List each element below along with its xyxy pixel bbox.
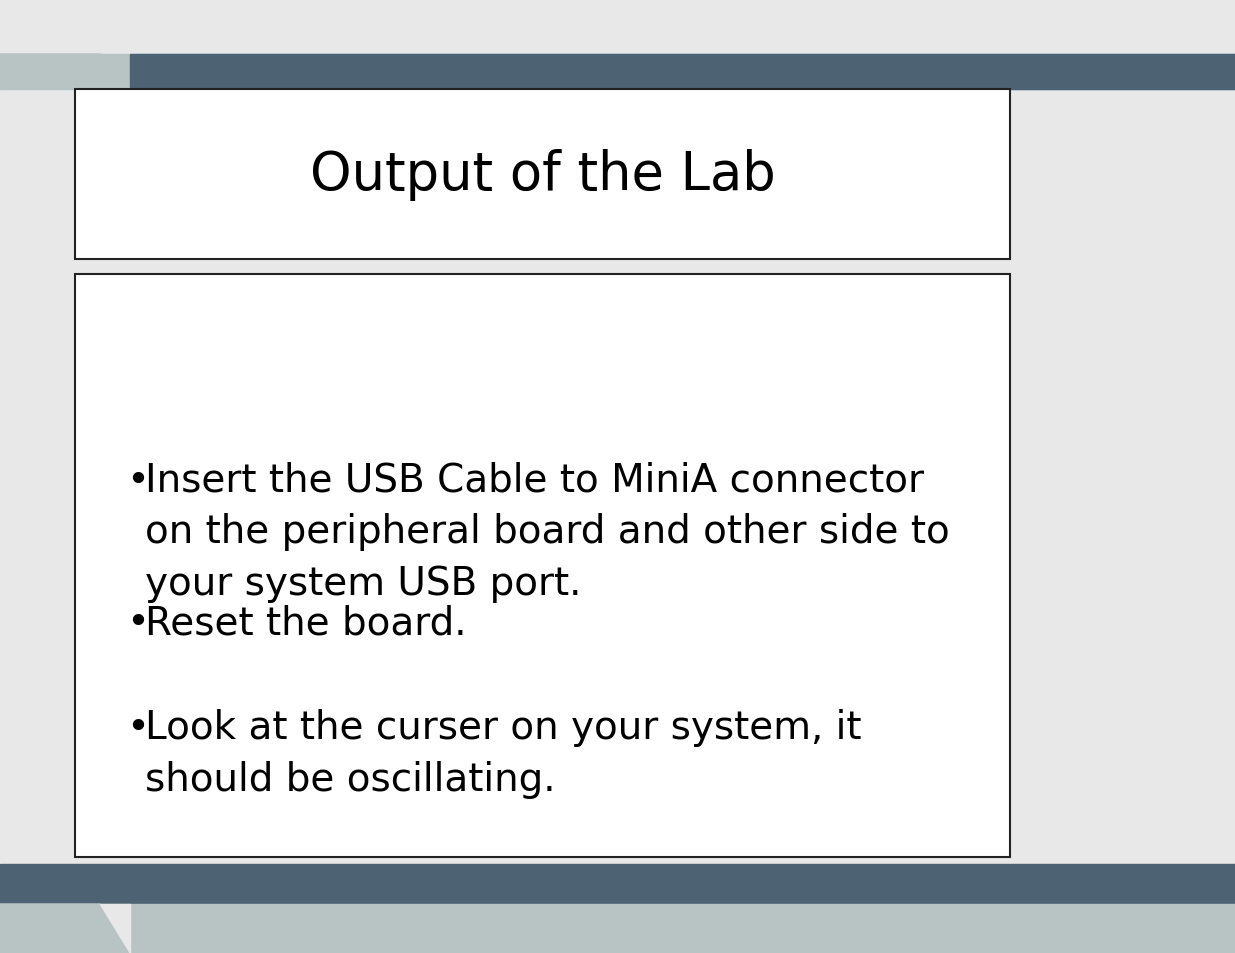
Bar [0,904,1235,953]
Bar [130,55,1235,90]
Text: Look at the curser on your system, it
should be oscillating.: Look at the curser on your system, it sh… [146,709,862,798]
Bar [75,274,1010,857]
Text: •: • [126,709,149,746]
Polygon shape [0,55,130,90]
Bar [75,90,1010,260]
Bar [0,864,1235,904]
Text: Reset the board.: Reset the board. [146,604,467,641]
Bar [0,55,1235,90]
Text: Insert the USB Cable to MiniA connector
on the peripheral board and other side t: Insert the USB Cable to MiniA connector … [146,461,950,602]
Text: •: • [126,604,149,641]
Polygon shape [100,904,130,953]
Text: •: • [126,461,149,499]
Text: Output of the Lab: Output of the Lab [310,149,776,201]
Polygon shape [0,904,130,953]
